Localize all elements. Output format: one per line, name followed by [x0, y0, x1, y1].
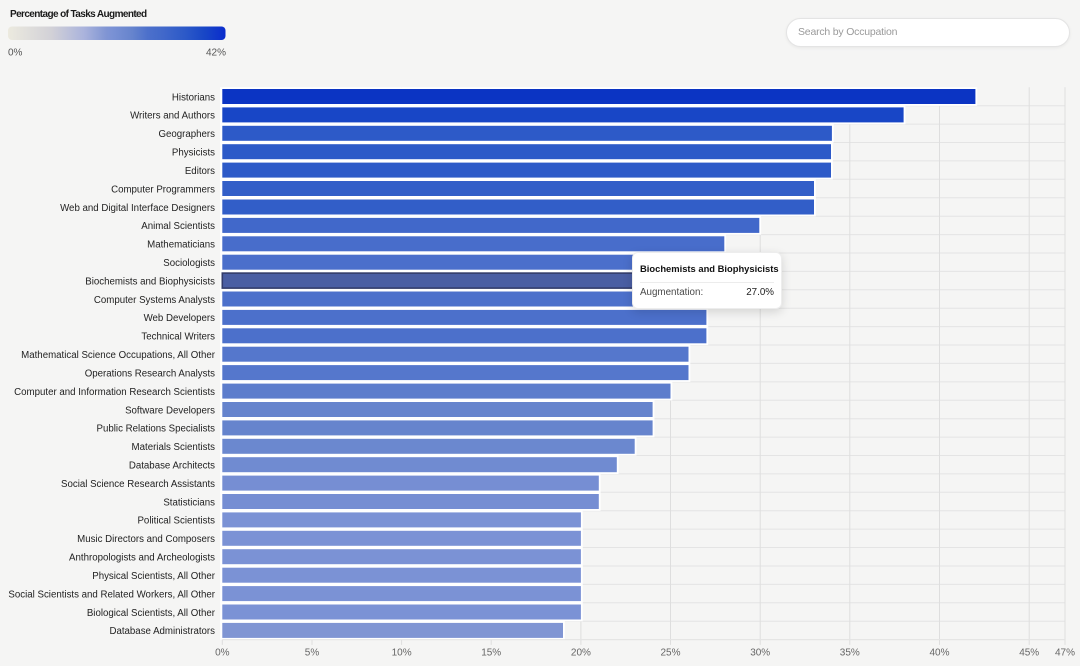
svg-text:Geographers: Geographers [158, 129, 215, 140]
svg-text:42%: 42% [206, 48, 226, 59]
svg-text:35%: 35% [840, 647, 860, 658]
svg-text:Historians: Historians [172, 92, 215, 103]
svg-text:Biochemists and Biophysicists: Biochemists and Biophysicists [85, 276, 215, 287]
svg-text:Music Directors and Composers: Music Directors and Composers [77, 534, 215, 545]
svg-text:Physical Scientists, All Other: Physical Scientists, All Other [92, 571, 216, 582]
svg-text:Web and Digital Interface Desi: Web and Digital Interface Designers [60, 203, 215, 214]
svg-text:Sociologists: Sociologists [163, 258, 215, 269]
svg-text:Computer Systems Analysts: Computer Systems Analysts [94, 295, 215, 306]
svg-text:Social Scientists and Related: Social Scientists and Related Workers, A… [8, 589, 215, 600]
svg-text:Computer and Information Resea: Computer and Information Research Scient… [14, 387, 215, 398]
svg-text:15%: 15% [481, 647, 501, 658]
svg-text:Anthropologists and Archeologi: Anthropologists and Archeologists [69, 553, 215, 564]
svg-text:Biological Scientists, All Oth: Biological Scientists, All Other [87, 608, 216, 619]
svg-text:Statisticians: Statisticians [163, 497, 215, 508]
svg-text:Editors: Editors [185, 166, 215, 177]
svg-text:30%: 30% [750, 647, 770, 658]
svg-text:Materials Scientists: Materials Scientists [132, 442, 216, 453]
svg-text:40%: 40% [929, 647, 949, 658]
svg-text:0%: 0% [215, 647, 230, 658]
svg-text:Animal Scientists: Animal Scientists [141, 221, 215, 232]
svg-text:Public Relations Specialists: Public Relations Specialists [97, 424, 216, 435]
svg-text:Writers and Authors: Writers and Authors [130, 111, 215, 122]
svg-text:Database Architects: Database Architects [129, 461, 215, 472]
svg-text:45%: 45% [1019, 647, 1039, 658]
svg-text:5%: 5% [305, 647, 320, 658]
svg-text:Social Science Research Assist: Social Science Research Assistants [61, 479, 215, 490]
svg-text:Percentage of Tasks Augmented: Percentage of Tasks Augmented [10, 9, 147, 20]
svg-text:Political Scientists: Political Scientists [137, 516, 215, 527]
svg-text:0%: 0% [8, 48, 23, 59]
svg-text:Operations Research Analysts: Operations Research Analysts [85, 368, 215, 379]
svg-text:Web Developers: Web Developers [144, 313, 216, 324]
svg-text:Mathematical Science Occupatio: Mathematical Science Occupations, All Ot… [21, 350, 216, 361]
svg-text:47%: 47% [1055, 647, 1075, 658]
svg-text:Technical Writers: Technical Writers [141, 332, 215, 343]
svg-text:Physicists: Physicists [172, 148, 215, 159]
svg-text:20%: 20% [571, 647, 591, 658]
svg-text:Computer Programmers: Computer Programmers [111, 184, 215, 195]
svg-text:Mathematicians: Mathematicians [147, 240, 215, 251]
svg-text:25%: 25% [660, 647, 680, 658]
svg-text:10%: 10% [392, 647, 412, 658]
svg-text:Database Administrators: Database Administrators [109, 626, 215, 637]
svg-text:Software Developers: Software Developers [125, 405, 215, 416]
